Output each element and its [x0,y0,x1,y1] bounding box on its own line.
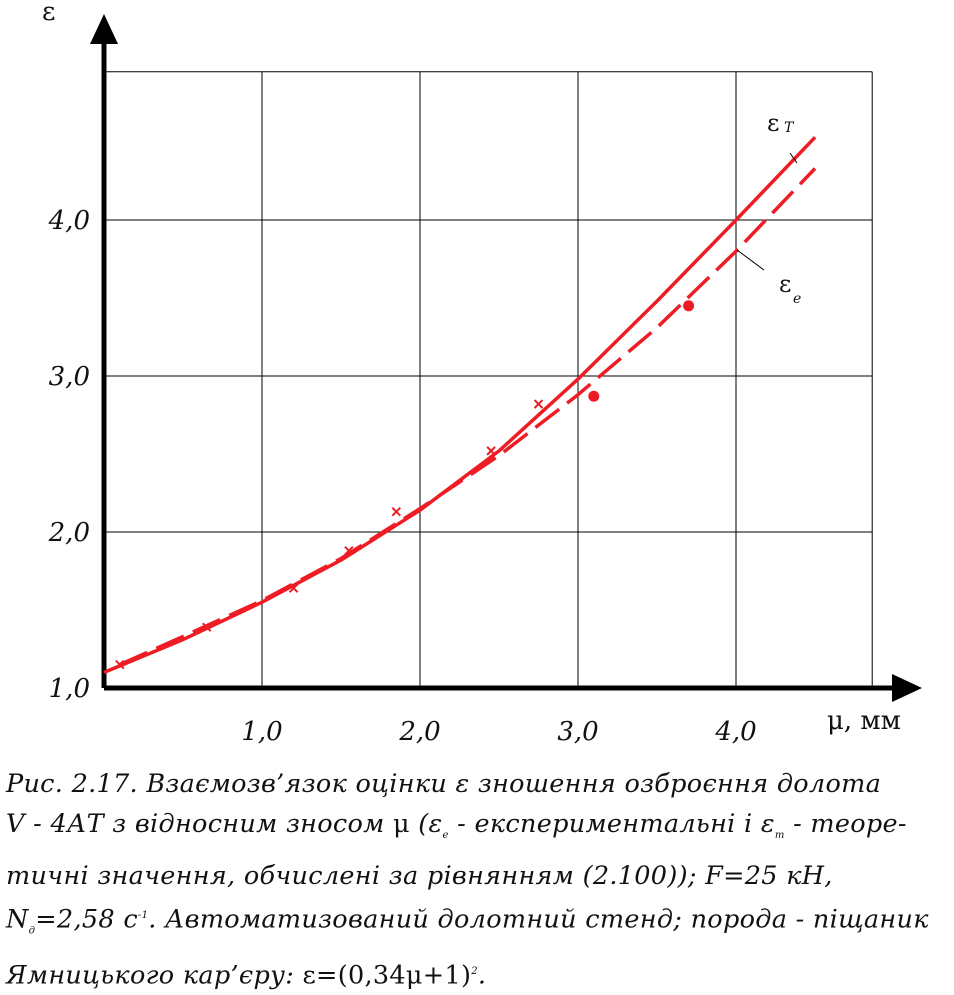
data-point-cross [344,546,354,556]
x-axis-label: μ, мм [827,706,901,736]
leader-theoretical [789,152,798,164]
leader-experimental [736,249,765,271]
data-point-cross [288,583,299,593]
caption-line-3: тичні значення, обчислені за рівнянням (… [6,861,833,892]
series-label-theoretical-sub: T [784,120,795,136]
chart: ε μ, мм 1,0 2,0 3,0 4,01,02,03,04,0 ε Tεе [42,0,922,747]
caption-line-4-b: =2,58 с [35,904,138,935]
caption-sub-t: т [774,830,785,842]
y-axis-label: ε [42,0,55,27]
x-tick-label: 4,0 [714,717,756,747]
caption-line-4-c: . Автоматизований долотний стенд; порода… [148,904,929,935]
data-point-cross [533,399,544,409]
x-tick-label: 3,0 [557,717,598,747]
caption-line-4-a: N [6,904,29,935]
caption-mu: μ [393,809,410,839]
caption-formula: ε=(0,34μ+1) [302,960,472,991]
figure-caption: Рис. 2.17. Взаємозв’язок оцінки ε зношен… [6,764,950,995]
data-point-cross [201,622,212,632]
data-point-cross [115,659,125,670]
caption-line-1: Рис. 2.17. Взаємозв’язок оцінки ε зношен… [6,769,882,799]
y-tick-label: 4,0 [48,206,90,236]
y-tick-label: 1,0 [49,674,90,704]
series-label-experimental-sub: е [793,291,801,307]
caption-line-2-b: (ε [409,809,443,839]
data-point-cross [486,446,496,456]
caption-line-2-d: - теоре- [784,809,907,839]
caption-sup-minus-one: -1 [137,910,149,922]
data-point-dot [683,300,695,312]
grid [104,71,873,688]
caption-line-5-a: Ямницького кар’єру: [6,960,303,991]
series-label-theoretical: ε [767,109,779,137]
caption-line-2: V - 4АТ з відносним зносом μ (εе - експе… [6,804,950,856]
caption-sub-e: е [442,830,449,842]
series-label-experimental: ε [779,270,791,298]
caption-line-2-a: V - 4АТ з відносним зносом [6,809,394,839]
series-labels: ε Tεе [736,109,801,307]
caption-sup-two: 2 [471,965,478,977]
x-tick-label: 2,0 [398,717,440,747]
y-tick-label: 2,0 [48,518,90,548]
caption-line-5: Ямницького кар’єру: ε=(0,34μ+1)2. [6,952,950,995]
axes [90,14,922,702]
caption-line-2-c: - експериментальні і ε [448,809,775,839]
x-axis-arrow [892,674,922,702]
data-point-cross [391,507,402,517]
data-point-dot [588,390,600,402]
series-experimental-line [119,167,817,667]
tick-labels: 1,0 2,0 3,0 4,0 1,0 2,0 3,0 4,0 [48,206,757,747]
markers [115,300,695,670]
caption-line-4: Nд=2,58 с-1. Автоматизований долотний ст… [6,896,950,952]
series-theoretical-line [103,136,817,675]
caption-line-5-end: . [477,960,487,991]
x-tick-label: 1,0 [241,717,282,747]
y-tick-label: 3,0 [49,362,90,392]
y-axis-arrow [90,14,118,44]
caption-sub-d: д [28,925,36,937]
curves [103,136,817,675]
